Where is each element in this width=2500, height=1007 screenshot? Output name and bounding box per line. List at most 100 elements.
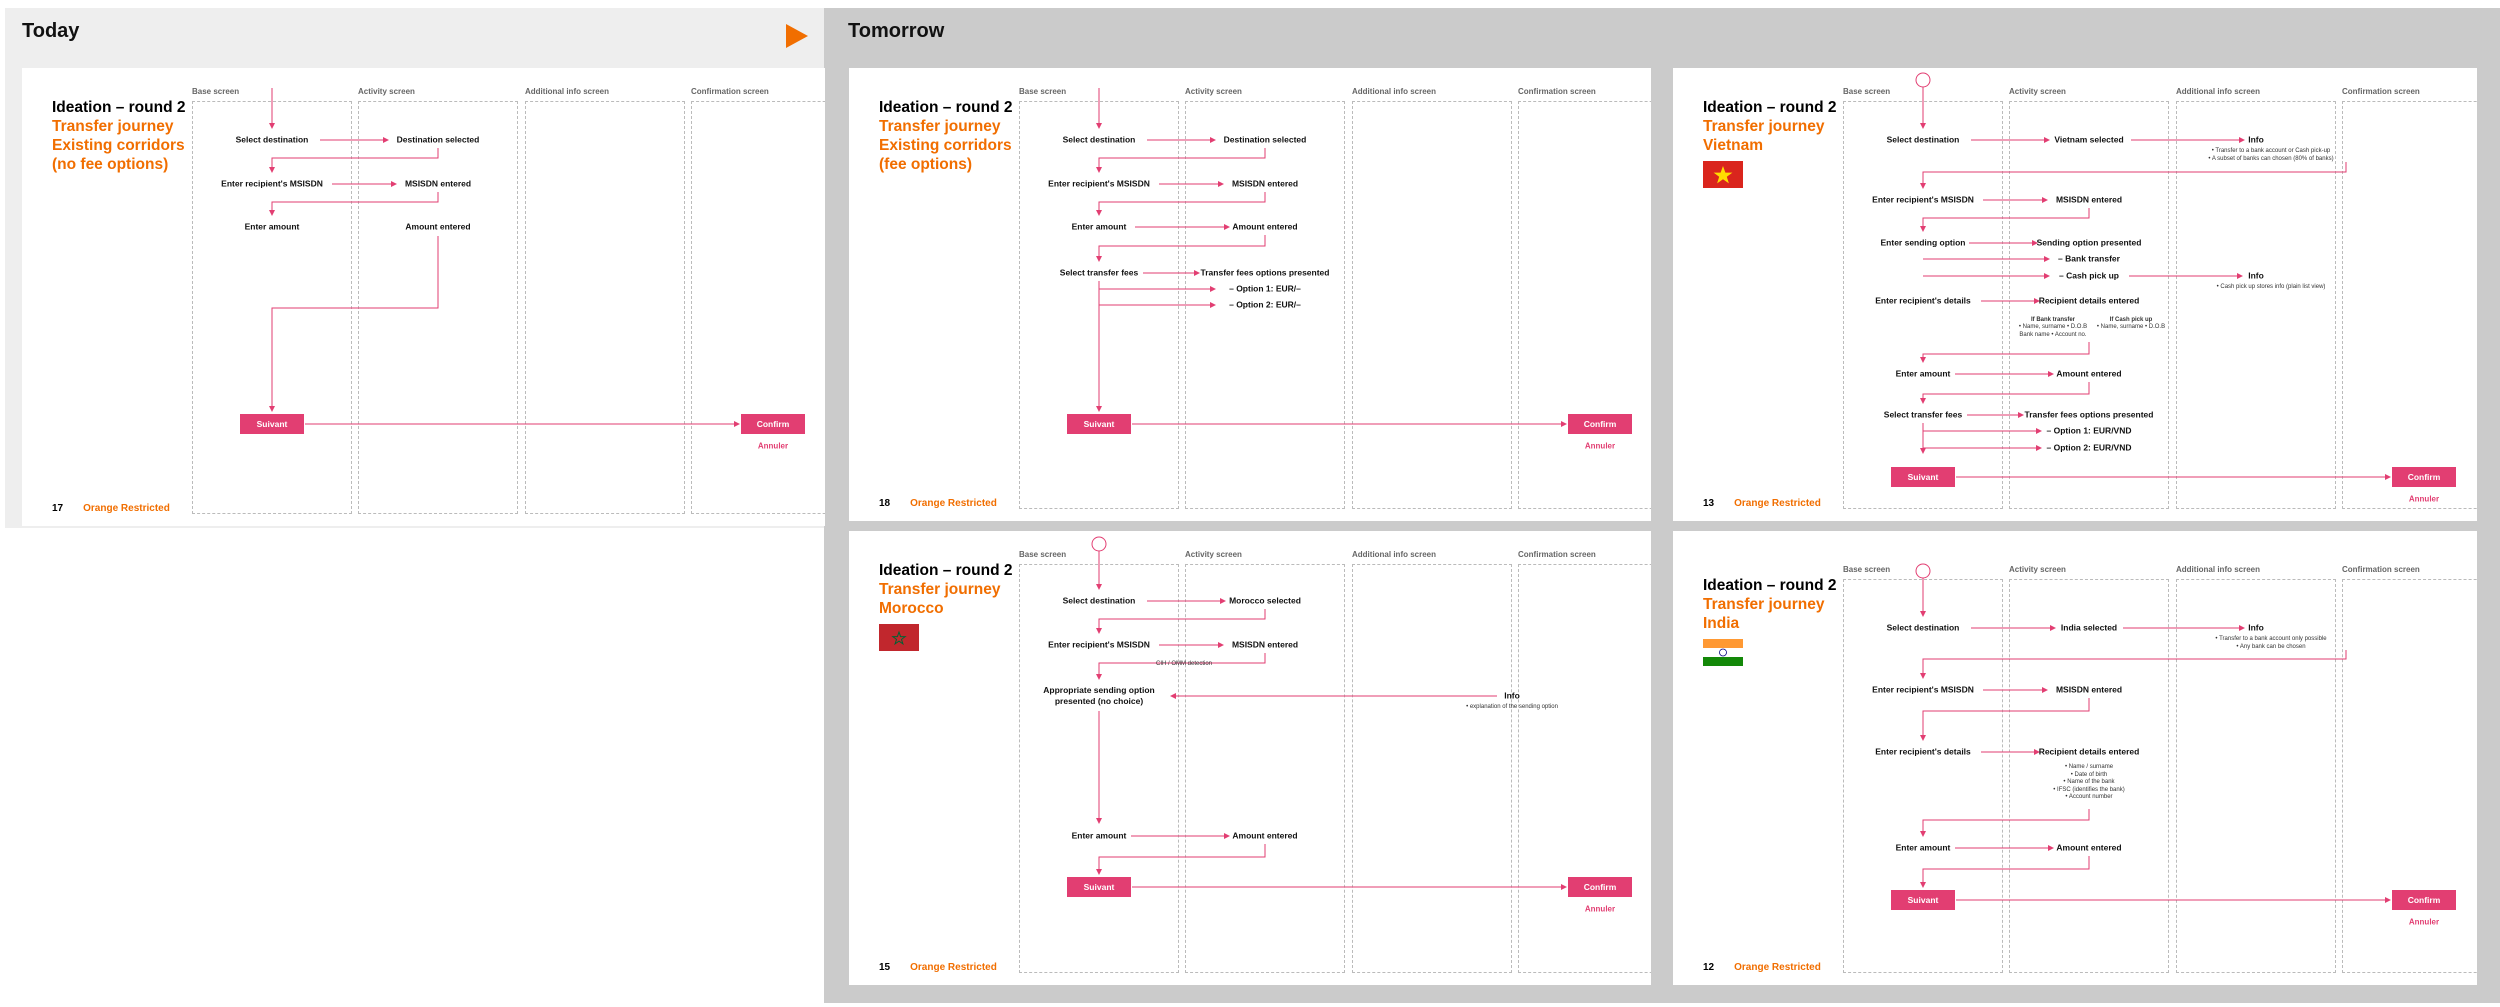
flow-step: Destination selected bbox=[1223, 134, 1307, 145]
info-note: If Cash pick up bbox=[2109, 317, 2153, 323]
column-header: Additional info screen bbox=[1352, 550, 1437, 559]
confirm-button[interactable]: Confirm bbox=[2392, 890, 2456, 910]
flow-step: Select transfer fees bbox=[1883, 409, 1963, 420]
flow-step: MSISDN entered bbox=[1231, 639, 1299, 650]
classification-label: Orange Restricted bbox=[1734, 962, 1821, 973]
page-number: 13 bbox=[1703, 498, 1715, 509]
column-header: Additional info screen bbox=[2176, 87, 2261, 96]
slide-footer: 15 Orange Restricted bbox=[879, 962, 997, 973]
confirm-button[interactable]: Confirm bbox=[1568, 877, 1632, 897]
slide-footer: 18 Orange Restricted bbox=[879, 498, 997, 509]
info-note: If Bank transfer bbox=[2030, 317, 2076, 323]
info-note: • Name / surname • Date of birth • Name … bbox=[2053, 764, 2125, 800]
annuler-link[interactable]: Annuler bbox=[1584, 441, 1616, 451]
flow-step: Select transfer fees bbox=[1059, 267, 1139, 278]
suivant-button[interactable]: Suivant bbox=[1067, 877, 1131, 897]
slide-title-block: Ideation – round 2 Transfer journey India bbox=[1703, 576, 1836, 633]
vietnam-flag bbox=[1703, 161, 1743, 188]
flow-step: Appropriate sending option presented (no… bbox=[1043, 685, 1155, 706]
screen-column bbox=[2342, 579, 2477, 973]
slide-subtitle-line: Transfer journey bbox=[52, 118, 174, 135]
confirm-button[interactable]: Confirm bbox=[2392, 467, 2456, 487]
flow-arrow bbox=[1920, 698, 2090, 741]
flow-arrow bbox=[1096, 192, 1266, 216]
suivant-button[interactable]: Suivant bbox=[1891, 467, 1955, 487]
flow-step: Info bbox=[2248, 270, 2264, 281]
start-node bbox=[1915, 72, 1931, 88]
flow-step: Amount entered bbox=[2056, 368, 2122, 379]
flow-step: Enter recipient's MSISDN bbox=[221, 178, 323, 189]
slide-15: Ideation – round 2 Transfer journey Morocc… bbox=[849, 531, 1651, 985]
flow-step: Recipient details entered bbox=[2038, 295, 2140, 306]
flow-step: MSISDN entered bbox=[2055, 194, 2123, 205]
annuler-link[interactable]: Annuler bbox=[2408, 494, 2440, 504]
slide-subtitle-line: India bbox=[1703, 615, 1740, 632]
flow-arrow bbox=[1096, 653, 1266, 680]
flow-step: Enter sending option bbox=[1880, 237, 1966, 248]
column-header: Confirmation screen bbox=[691, 87, 769, 96]
slide-title-block: Ideation – round 2 Transfer journey Vietna… bbox=[1703, 98, 1836, 155]
info-note: CIH / OMM detection bbox=[1155, 661, 1213, 667]
slide-12: Ideation – round 2 Transfer journey India B… bbox=[1673, 531, 2477, 985]
classification-label: Orange Restricted bbox=[83, 503, 170, 514]
today-heading: Today bbox=[22, 20, 80, 42]
classification-label: Orange Restricted bbox=[1734, 498, 1821, 509]
slide-subtitle-line: Transfer journey bbox=[879, 581, 1001, 598]
start-node bbox=[1091, 536, 1107, 552]
annuler-link[interactable]: Annuler bbox=[1584, 904, 1616, 914]
flow-step: Transfer fees options presented bbox=[1200, 267, 1330, 278]
slide-footer: 17 Orange Restricted bbox=[52, 503, 170, 514]
start-node bbox=[1915, 563, 1931, 579]
flow-arrow bbox=[1920, 650, 2347, 679]
suivant-button[interactable]: Suivant bbox=[1067, 414, 1131, 434]
flow-step: Enter amount bbox=[244, 221, 300, 232]
column-header: Activity screen bbox=[2009, 87, 2066, 96]
page-number: 17 bbox=[52, 503, 64, 514]
annuler-link[interactable]: Annuler bbox=[2408, 917, 2440, 927]
info-note: • explanation of the sending option bbox=[1466, 704, 1558, 710]
suivant-button[interactable]: Suivant bbox=[240, 414, 304, 434]
confirm-button[interactable]: Confirm bbox=[741, 414, 805, 434]
flow-step: Amount entered bbox=[405, 221, 471, 232]
flow-arrow bbox=[1920, 162, 2347, 189]
flow-step: Enter recipient's MSISDN bbox=[1872, 194, 1974, 205]
column-header: Activity screen bbox=[358, 87, 415, 96]
column-header: Base screen bbox=[1019, 550, 1067, 559]
flow-step: Select destination bbox=[235, 134, 309, 145]
flow-step: MSISDN entered bbox=[2055, 684, 2123, 695]
flow-step: Amount entered bbox=[1232, 221, 1298, 232]
slide-title: Ideation – round 2 bbox=[52, 99, 186, 116]
flow-step: MSISDN entered bbox=[404, 178, 472, 189]
confirm-button[interactable]: Confirm bbox=[1568, 414, 1632, 434]
flow-step: Select destination bbox=[1062, 134, 1136, 145]
suivant-button[interactable]: Suivant bbox=[1891, 890, 1955, 910]
column-header: Confirmation screen bbox=[2342, 565, 2420, 574]
flow-arrow bbox=[1920, 856, 2090, 888]
flow-step: Enter amount bbox=[1895, 842, 1951, 853]
annuler-link[interactable]: Annuler bbox=[757, 441, 789, 451]
flow-step: Enter recipient's MSISDN bbox=[1872, 684, 1974, 695]
flow-arrow bbox=[1096, 609, 1266, 634]
slide-title-block: Ideation – round 2 Transfer journey Existi… bbox=[52, 98, 185, 174]
screen-column bbox=[1518, 564, 1651, 973]
column-header: Base screen bbox=[1019, 87, 1067, 96]
screen-column bbox=[2009, 579, 2169, 973]
flow-arrow bbox=[269, 148, 439, 173]
flow-step: – Option 1: EUR/VND bbox=[2046, 425, 2132, 436]
flow-arrow bbox=[1920, 809, 2090, 837]
flow-arrow bbox=[1096, 844, 1266, 875]
flow-step: – Option 1: EUR/– bbox=[1229, 283, 1301, 294]
screen-column bbox=[1518, 101, 1651, 509]
flow-step: Morocco selected bbox=[1229, 595, 1301, 606]
info-note: • Name, surname • D.O.B bbox=[2096, 324, 2166, 330]
classification-label: Orange Restricted bbox=[910, 962, 997, 973]
flow-step: Info bbox=[1504, 690, 1520, 701]
slide-18: Ideation – round 2 Transfer journey Existi… bbox=[849, 68, 1651, 521]
page-number: 18 bbox=[879, 498, 891, 509]
flow-step: – Option 2: EUR/– bbox=[1229, 299, 1301, 310]
flow-connectors bbox=[1091, 536, 1567, 890]
slide-subtitle-line: Vietnam bbox=[1703, 137, 1764, 154]
column-header: Confirmation screen bbox=[2342, 87, 2420, 96]
flow-step: Enter amount bbox=[1895, 368, 1951, 379]
page-number: 15 bbox=[879, 962, 891, 973]
